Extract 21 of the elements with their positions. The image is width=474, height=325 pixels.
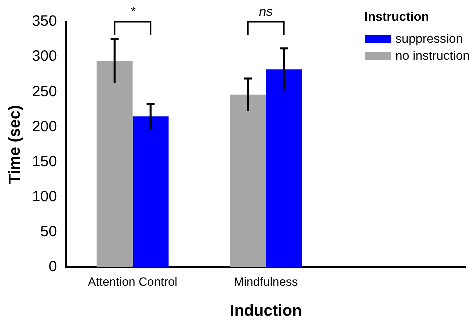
text: ns	[259, 4, 274, 20]
bar	[96, 61, 133, 268]
y-tick-label: 200	[32, 118, 58, 136]
x-tick-label: Mindfulness	[234, 274, 298, 289]
x-axis-title: Induction	[230, 302, 302, 320]
y-tick-label: 300	[32, 48, 58, 66]
y-tick-label: 50	[40, 223, 58, 240]
x-tick-label: Attention Control	[88, 274, 178, 289]
legend-label: suppression	[396, 32, 464, 46]
y-tick-label: 100	[32, 188, 58, 206]
y-tick-label: 150	[32, 153, 58, 170]
bar	[132, 116, 169, 268]
legend-title: Instruction	[364, 10, 430, 24]
legend-label: no instruction	[396, 48, 470, 62]
text: *	[130, 4, 136, 20]
y-tick-label: 350	[32, 13, 58, 30]
bar	[230, 94, 266, 268]
y-tick-label: 250	[32, 83, 58, 100]
y-axis-title: Time (sec)	[7, 105, 24, 184]
y-tick-label: 0	[48, 258, 58, 276]
bar	[266, 70, 302, 268]
